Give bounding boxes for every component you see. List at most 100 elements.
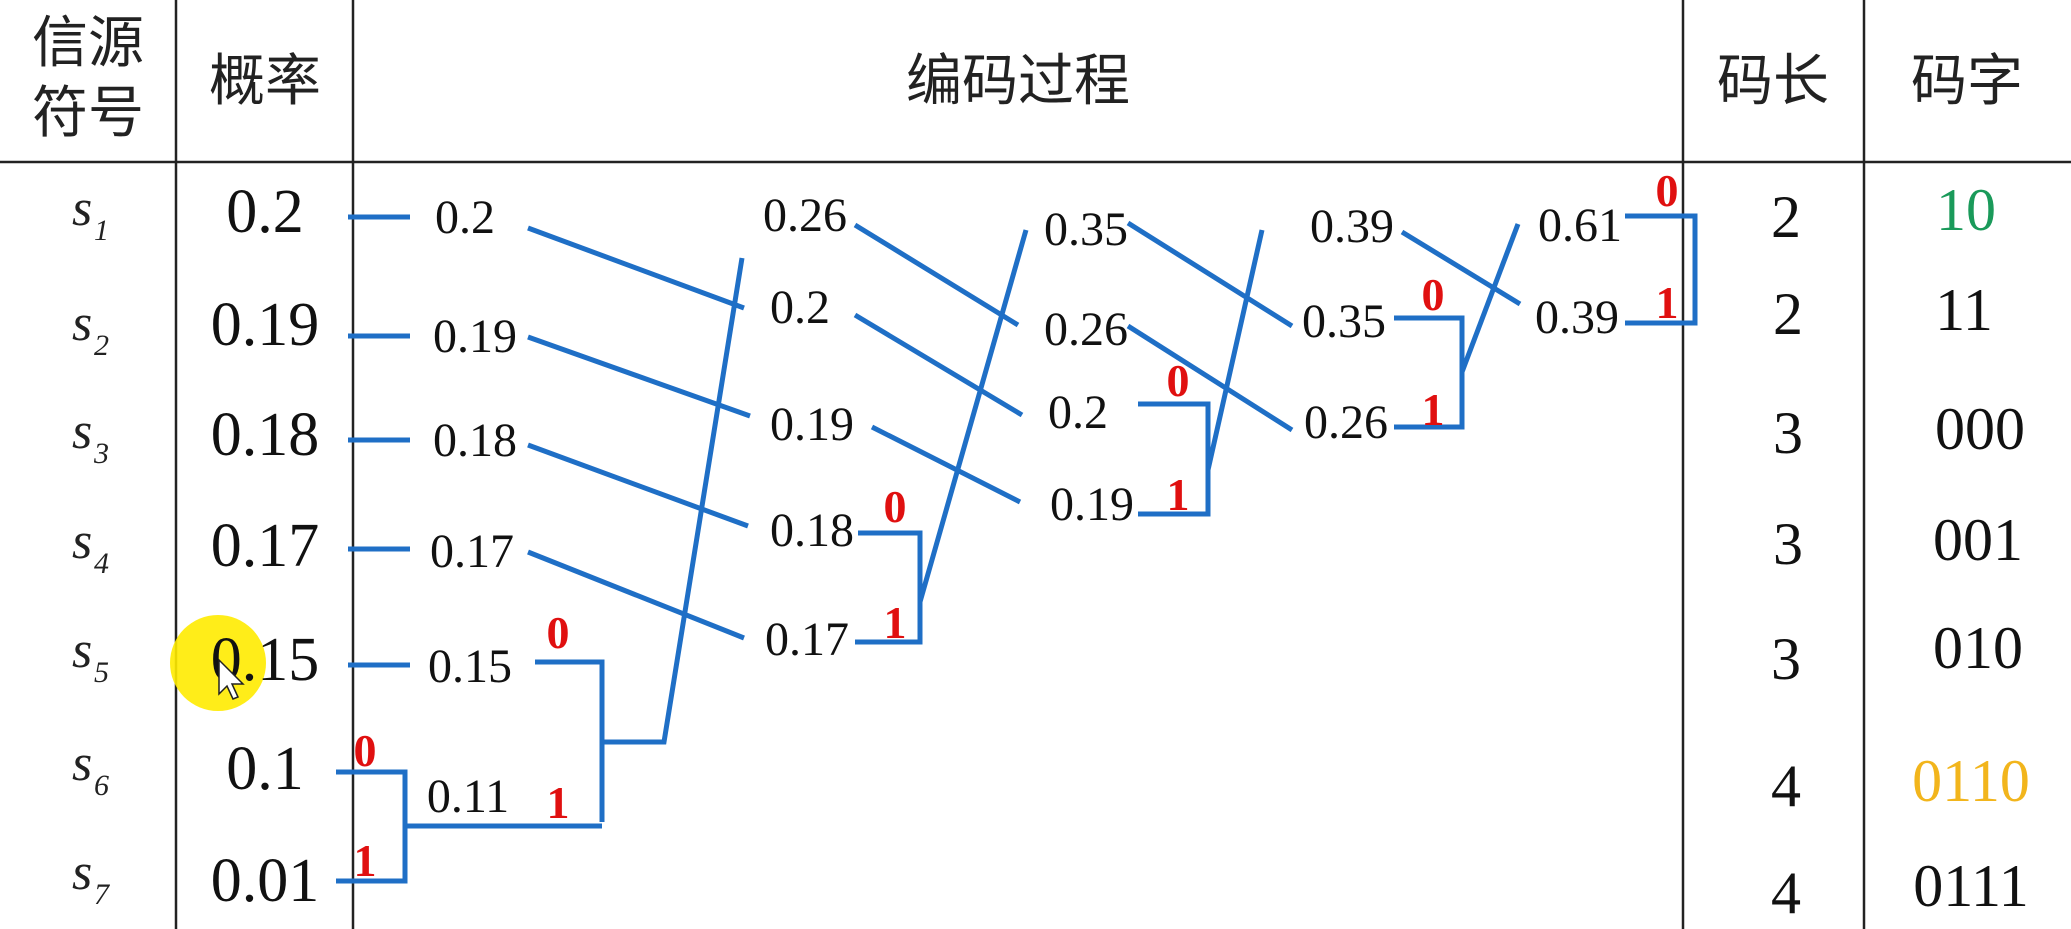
header-source-line2: 符号 <box>32 81 144 146</box>
probability-s6: 0.1 <box>226 735 304 803</box>
source-symbols: s 1 s 2 s 3 s 4 s 5 s 6 s 7 <box>72 180 111 911</box>
stage-2-nodes: 0.26 0.2 0.19 0.18 0.17 <box>763 189 854 666</box>
stage1-node: 0.15 <box>428 640 512 693</box>
stage1-node: 0.17 <box>430 525 514 578</box>
symbol-s4: s <box>72 513 92 570</box>
code-length-s2: 2 <box>1773 281 1803 347</box>
merge-bracket-2 <box>535 659 605 822</box>
bit-0: 0 <box>1167 355 1190 406</box>
codeword-s7: 0111 <box>1913 853 2029 919</box>
probability-s1: 0.2 <box>226 178 304 246</box>
edge-0.39-to-0.39 <box>1400 229 1522 307</box>
probability-s3: 0.18 <box>211 401 320 469</box>
merge-connectors <box>336 213 1698 884</box>
stage3-node: 0.2 <box>1048 386 1108 439</box>
edge-0.2-to-0.2 <box>527 225 745 311</box>
edge-0.19-to-0.19-b <box>870 424 1022 505</box>
merge-bracket-3 <box>855 530 923 645</box>
probability-column: 0.2 0.19 0.18 0.17 0.15 0.1 0.01 <box>211 178 320 915</box>
code-length-s6: 4 <box>1771 753 1801 819</box>
table-header: 信源 符号 概率 编码过程 码长 码字 <box>32 11 2023 146</box>
codeword-s1: 10 <box>1936 177 1996 243</box>
merge-link-5 <box>1459 223 1521 373</box>
code-length-s5: 3 <box>1771 626 1801 692</box>
symbol-s7-subscript: 7 <box>94 878 111 911</box>
codeword-s5: 010 <box>1933 615 2023 681</box>
mouse-pointer-icon <box>218 658 245 700</box>
stage5-node: 0.61 <box>1538 199 1622 252</box>
symbol-s3: s <box>72 403 92 460</box>
probability-s2: 0.19 <box>211 291 320 359</box>
bit-0: 0 <box>884 481 907 532</box>
edge-0.35-to-0.35 <box>1126 220 1294 329</box>
codeword-s4: 001 <box>1933 507 2023 573</box>
stage1-node: 0.19 <box>433 310 517 363</box>
bit-1: 1 <box>354 835 377 886</box>
symbol-s1-subscript: 1 <box>94 214 109 247</box>
symbol-s5-subscript: 5 <box>94 656 109 689</box>
bit-1: 1 <box>1656 277 1679 328</box>
symbol-s6-subscript: 6 <box>94 769 109 802</box>
bit-1: 1 <box>547 777 570 828</box>
bit-0: 0 <box>354 725 377 776</box>
symbol-s2-subscript: 2 <box>94 329 109 362</box>
stage1-node: 0.2 <box>435 191 495 244</box>
edge-0.19-to-0.19 <box>527 334 751 419</box>
codeword-column: 10 11 000 001 010 0110 0111 <box>1912 177 2030 919</box>
stage1-node: 0.11 <box>427 770 509 823</box>
stage5-node: 0.39 <box>1535 291 1619 344</box>
stage-3-nodes: 0.35 0.26 0.2 0.19 <box>1044 203 1134 531</box>
edge-0.18-to-0.18 <box>527 442 749 529</box>
stage4-node: 0.39 <box>1310 200 1394 253</box>
stage-5-nodes: 0.61 0.39 <box>1535 199 1622 344</box>
stage4-node: 0.26 <box>1304 396 1388 449</box>
stage-4-nodes: 0.39 0.35 0.26 <box>1302 200 1394 449</box>
edge-0.26-to-0.26-b <box>1126 323 1294 433</box>
code-length-column: 2 2 3 3 3 4 4 <box>1771 184 1803 926</box>
stage2-node: 0.26 <box>763 189 847 242</box>
merge-link-3 <box>917 229 1029 603</box>
code-length-s4: 3 <box>1773 511 1803 577</box>
stage-1-nodes: 0.2 0.19 0.18 0.17 0.15 0.11 <box>427 191 517 823</box>
bit-labels: 0 1 0 1 0 1 0 1 0 1 0 1 <box>354 165 1679 886</box>
edge-0.26-to-0.26 <box>853 222 1020 328</box>
edge-0.2-to-0.2-b <box>853 312 1024 418</box>
symbol-s7: s <box>72 844 92 901</box>
symbol-s2: s <box>72 295 92 352</box>
stage4-node: 0.35 <box>1302 295 1386 348</box>
header-code-length: 码长 <box>1717 49 1829 114</box>
code-length-s7: 4 <box>1771 860 1801 926</box>
header-codeword: 码字 <box>1911 49 2023 114</box>
code-length-s3: 3 <box>1773 400 1803 466</box>
stage2-node: 0.18 <box>770 504 854 557</box>
stage3-node: 0.19 <box>1050 478 1134 531</box>
edge-0.17-to-0.17 <box>527 549 745 641</box>
bit-0: 0 <box>1422 269 1445 320</box>
bit-0: 0 <box>547 607 570 658</box>
merge-bracket-final <box>1625 213 1698 326</box>
header-probability: 概率 <box>209 49 321 114</box>
merge-bracket-5 <box>1394 315 1465 430</box>
code-length-s1: 2 <box>1771 184 1801 250</box>
stage2-node: 0.19 <box>770 398 854 451</box>
probability-s7: 0.01 <box>211 847 320 915</box>
merge-link-2 <box>602 257 745 745</box>
codeword-s3: 000 <box>1935 396 2025 462</box>
cursor-highlight <box>170 615 266 711</box>
stage3-node: 0.26 <box>1044 303 1128 356</box>
codeword-s2: 11 <box>1935 277 1993 343</box>
symbol-s3-subscript: 3 <box>93 437 109 470</box>
stage1-node: 0.18 <box>433 414 517 467</box>
symbol-s4-subscript: 4 <box>94 547 109 580</box>
merge-link-4 <box>1205 229 1265 471</box>
codeword-s6: 0110 <box>1912 748 2030 814</box>
stage2-node: 0.2 <box>770 281 830 334</box>
bit-1: 1 <box>1167 469 1190 520</box>
header-source-line1: 信源 <box>32 11 144 76</box>
bit-1: 1 <box>1422 384 1445 435</box>
symbol-s6: s <box>72 735 92 792</box>
symbol-s5: s <box>72 622 92 679</box>
